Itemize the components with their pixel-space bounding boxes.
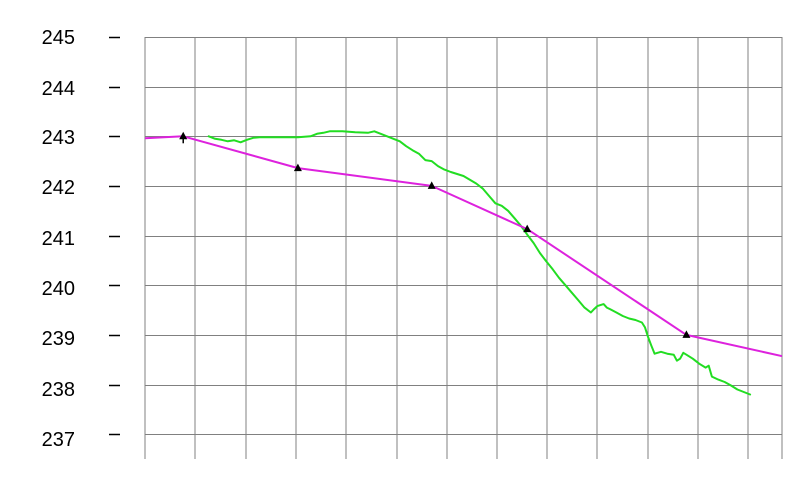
data-point-marker-1 [293,163,302,172]
grid [144,37,783,459]
y-tick-label-241: 241 [42,228,75,250]
y-tick-label-238: 238 [42,379,75,401]
y-tick-label-240: 240 [42,278,75,300]
series-line-green [207,130,752,396]
data-point-marker-4 [682,330,691,338]
data-point-marker-3 [523,224,532,233]
y-tick-label-243: 243 [42,127,75,149]
y-tick-marks [109,36,120,436]
y-tick-label-242: 242 [42,177,75,199]
series-layer [145,130,782,396]
series-line-magenta [145,135,782,358]
y-tick-label-245: 245 [42,27,75,49]
y-tick-label-239: 239 [42,328,75,350]
y-tick-label-244: 244 [42,78,75,100]
data-point-marker-0 [179,131,188,140]
data-point-marker-2 [427,181,436,189]
y-tick-label-237: 237 [42,429,75,451]
marker-layer [179,131,691,338]
y-tick-labels: 245 244 243 242 241 240 239 238 237 [42,27,75,451]
